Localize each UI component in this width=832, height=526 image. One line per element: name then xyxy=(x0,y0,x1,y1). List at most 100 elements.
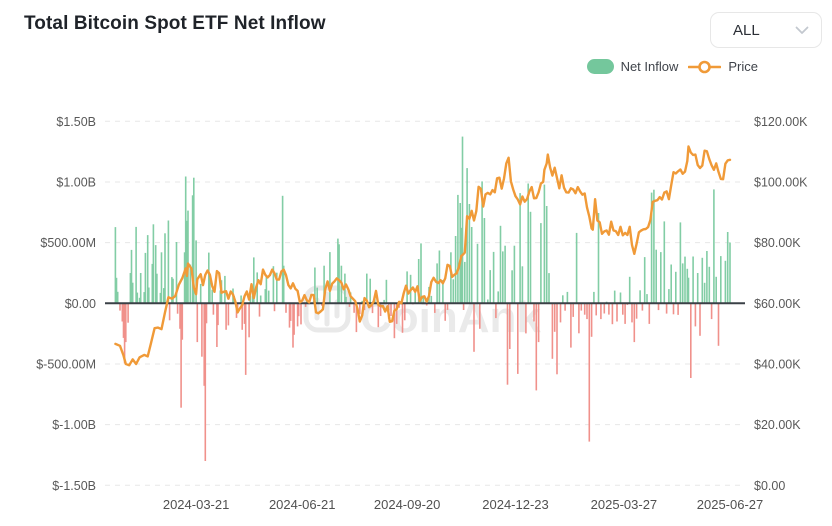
netflow-bar[interactable] xyxy=(345,296,347,304)
netflow-bar[interactable] xyxy=(281,195,284,304)
netflow-bar[interactable] xyxy=(619,292,622,304)
netflow-bar[interactable] xyxy=(462,303,465,310)
netflow-bar[interactable] xyxy=(668,289,670,304)
netflow-bar[interactable] xyxy=(300,303,302,325)
netflow-bar[interactable] xyxy=(180,303,182,408)
netflow-bar[interactable] xyxy=(191,195,194,304)
netflow-bar[interactable] xyxy=(135,226,137,304)
netflow-bar[interactable] xyxy=(646,294,648,304)
netflow-bar[interactable] xyxy=(511,270,513,304)
netflow-bar[interactable] xyxy=(672,303,675,315)
netflow-bar[interactable] xyxy=(616,303,618,322)
netflow-bar[interactable] xyxy=(452,279,455,304)
netflow-bar[interactable] xyxy=(146,235,149,304)
netflow-bar[interactable] xyxy=(677,303,679,315)
netflow-bar[interactable] xyxy=(136,292,139,304)
netflow-bar[interactable] xyxy=(583,303,586,315)
netflow-bar[interactable] xyxy=(442,280,444,304)
netflow-bar[interactable] xyxy=(425,303,428,306)
netflow-bar[interactable] xyxy=(224,275,226,304)
netflow-bar[interactable] xyxy=(681,263,684,304)
netflow-bar[interactable] xyxy=(404,303,406,321)
netflow-bar[interactable] xyxy=(476,243,479,304)
netflow-bar[interactable] xyxy=(590,303,593,337)
netflow-bar[interactable] xyxy=(575,232,578,304)
netflow-bar[interactable] xyxy=(499,225,502,304)
netflow-bar[interactable] xyxy=(143,292,145,304)
netflow-bar[interactable] xyxy=(468,204,471,304)
netflow-bar[interactable] xyxy=(446,303,449,310)
netflow-bar[interactable] xyxy=(131,282,134,304)
netflow-bar[interactable] xyxy=(521,266,524,304)
netflow-bar[interactable] xyxy=(461,136,464,304)
netflow-bar[interactable] xyxy=(371,303,374,314)
netflow-bar[interactable] xyxy=(444,303,446,321)
netflow-bar[interactable] xyxy=(201,303,203,357)
netflow-bar[interactable] xyxy=(470,227,473,304)
netflow-bar[interactable] xyxy=(492,251,495,304)
netflow-bar[interactable] xyxy=(506,303,509,385)
netflow-bar[interactable] xyxy=(570,303,572,348)
netflow-bar[interactable] xyxy=(115,277,118,304)
netflow-bar[interactable] xyxy=(129,273,132,304)
netflow-bar[interactable] xyxy=(292,303,294,348)
netflow-bar[interactable] xyxy=(622,303,624,315)
netflow-bar[interactable] xyxy=(564,303,566,311)
netflow-bar[interactable] xyxy=(504,245,506,304)
netflow-bar[interactable] xyxy=(624,303,626,324)
netflow-bar[interactable] xyxy=(390,303,392,316)
netflow-bar[interactable] xyxy=(545,206,548,304)
netflow-bar[interactable] xyxy=(513,245,516,304)
netflow-bar[interactable] xyxy=(578,303,580,334)
netflow-bar[interactable] xyxy=(288,303,291,328)
netflow-bar[interactable] xyxy=(114,227,117,304)
netflow-bar[interactable] xyxy=(553,303,556,332)
netflow-bar[interactable] xyxy=(163,288,165,304)
netflow-bar[interactable] xyxy=(635,303,638,319)
netflow-bar[interactable] xyxy=(225,303,227,330)
netflow-bar[interactable] xyxy=(401,303,404,333)
netflow-bar[interactable] xyxy=(353,303,355,313)
netflow-bar[interactable] xyxy=(138,297,141,304)
netflow-bar[interactable] xyxy=(483,218,486,304)
netflow-bar[interactable] xyxy=(537,303,540,343)
netflow-bar[interactable] xyxy=(595,303,597,316)
netflow-bar[interactable] xyxy=(258,303,261,317)
netflow-bar[interactable] xyxy=(377,303,380,328)
netflow-bar[interactable] xyxy=(639,290,641,304)
netflow-bar[interactable] xyxy=(588,303,591,442)
netflow-bar[interactable] xyxy=(648,303,651,324)
netflow-bar[interactable] xyxy=(119,303,121,311)
netflow-bar[interactable] xyxy=(116,291,119,304)
netflow-bar[interactable] xyxy=(272,266,275,304)
netflow-bar[interactable] xyxy=(199,283,202,304)
netflow-bar[interactable] xyxy=(660,252,662,304)
legend-item-net-inflow[interactable]: Net Inflow xyxy=(586,59,678,74)
netflow-bar[interactable] xyxy=(434,303,436,313)
netflow-bar[interactable] xyxy=(379,303,382,316)
netflow-bar[interactable] xyxy=(417,259,420,304)
netflow-bar[interactable] xyxy=(164,233,166,304)
netflow-bar[interactable] xyxy=(509,303,511,349)
netflow-bar[interactable] xyxy=(265,276,268,304)
netflow-bar[interactable] xyxy=(240,295,242,304)
netflow-bar[interactable] xyxy=(253,257,255,304)
netflow-bar[interactable] xyxy=(556,303,558,375)
netflow-bar[interactable] xyxy=(414,290,416,304)
netflow-bar[interactable] xyxy=(517,303,519,374)
netflow-bar[interactable] xyxy=(600,303,602,320)
netflow-bar[interactable] xyxy=(282,265,285,304)
netflow-bar[interactable] xyxy=(720,256,722,304)
netflow-bar[interactable] xyxy=(540,223,542,304)
netflow-bar[interactable] xyxy=(613,290,616,304)
netflow-bar[interactable] xyxy=(285,303,287,313)
netflow-bar[interactable] xyxy=(655,249,657,304)
netflow-bar[interactable] xyxy=(650,192,653,304)
netflow-bar[interactable] xyxy=(715,276,717,304)
netflow-bar[interactable] xyxy=(227,303,230,326)
netflow-bar[interactable] xyxy=(710,303,713,320)
netflow-bar[interactable] xyxy=(267,290,270,304)
netflow-bar[interactable] xyxy=(479,303,481,329)
netflow-bar[interactable] xyxy=(572,303,574,317)
netflow-bar[interactable] xyxy=(323,265,325,304)
